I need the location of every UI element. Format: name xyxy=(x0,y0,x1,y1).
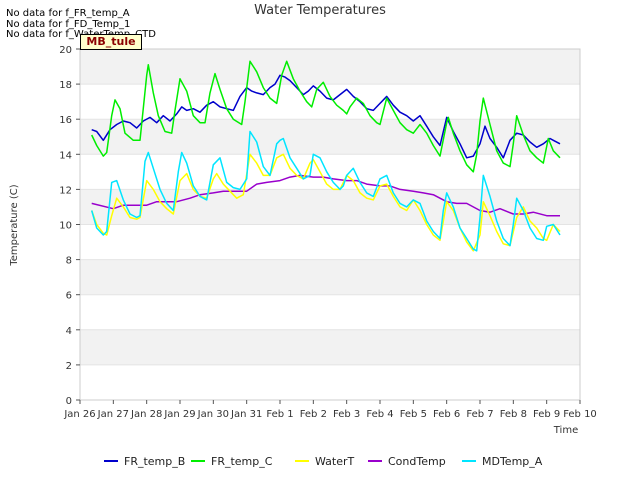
y-tick-label: 8 xyxy=(66,256,72,267)
x-tick-label: Jan 27 xyxy=(97,409,129,420)
x-tick-label: Feb 6 xyxy=(433,409,460,420)
y-tick-label: 2 xyxy=(66,361,72,372)
y-tick-label: 0 xyxy=(66,396,72,407)
legend-label: FR_temp_C xyxy=(211,455,273,468)
x-tick-label: Jan 30 xyxy=(197,409,229,420)
grid-band xyxy=(80,364,580,400)
grid-band xyxy=(80,294,580,330)
x-tick-label: Feb 7 xyxy=(466,409,493,420)
y-tick-label: 12 xyxy=(59,185,72,196)
no-data-message-2: No data for f_FD_Temp_1 xyxy=(6,19,131,30)
y-tick-label: 18 xyxy=(59,80,72,91)
x-tick-label: Jan 31 xyxy=(230,409,262,420)
chart-title: Water Temperatures xyxy=(254,3,386,18)
x-tick-label: Feb 4 xyxy=(366,409,393,420)
series-line-fr-temp-b xyxy=(91,74,561,159)
x-axis-label: Time xyxy=(553,425,578,436)
y-tick-label: 6 xyxy=(66,291,72,302)
series-line-fr-temp-c xyxy=(91,60,561,173)
y-tick-label: 16 xyxy=(59,115,72,126)
grid-band xyxy=(80,189,580,225)
grid-band xyxy=(80,49,580,85)
x-tick-label: Feb 10 xyxy=(563,409,597,420)
x-tick-label: Feb 1 xyxy=(266,409,293,420)
y-axis-label: Temperature (C) xyxy=(9,184,20,266)
x-tick-label: Feb 3 xyxy=(333,409,360,420)
grid-band xyxy=(80,84,580,120)
x-tick-label: Feb 5 xyxy=(400,409,427,420)
x-tick-label: Feb 8 xyxy=(500,409,527,420)
grid-band xyxy=(80,259,580,295)
grid-band xyxy=(80,224,580,260)
y-tick-label: 4 xyxy=(66,326,72,337)
legend-label: WaterT xyxy=(315,455,355,468)
y-tick-label: 20 xyxy=(59,45,72,56)
x-tick-label: Jan 29 xyxy=(163,409,195,420)
x-tick-label: Feb 9 xyxy=(533,409,560,420)
x-tick-label: Jan 28 xyxy=(130,409,162,420)
x-tick-label: Feb 2 xyxy=(300,409,327,420)
grid-band xyxy=(80,154,580,190)
grid-band xyxy=(80,329,580,365)
y-tick-label: 10 xyxy=(59,221,72,232)
x-tick-label: Jan 26 xyxy=(63,409,95,420)
legend-label: FR_temp_B xyxy=(124,455,185,468)
grid-band xyxy=(80,119,580,155)
site-badge: MB_tule xyxy=(80,34,142,50)
legend-label: CondTemp xyxy=(388,455,446,468)
legend-label: MDTemp_A xyxy=(482,455,543,468)
y-tick-label: 14 xyxy=(59,150,72,161)
no-data-message-1: No data for f_FR_temp_A xyxy=(6,8,130,19)
series-line-mdtemp-a xyxy=(90,130,561,252)
series-line-watert xyxy=(90,153,561,252)
